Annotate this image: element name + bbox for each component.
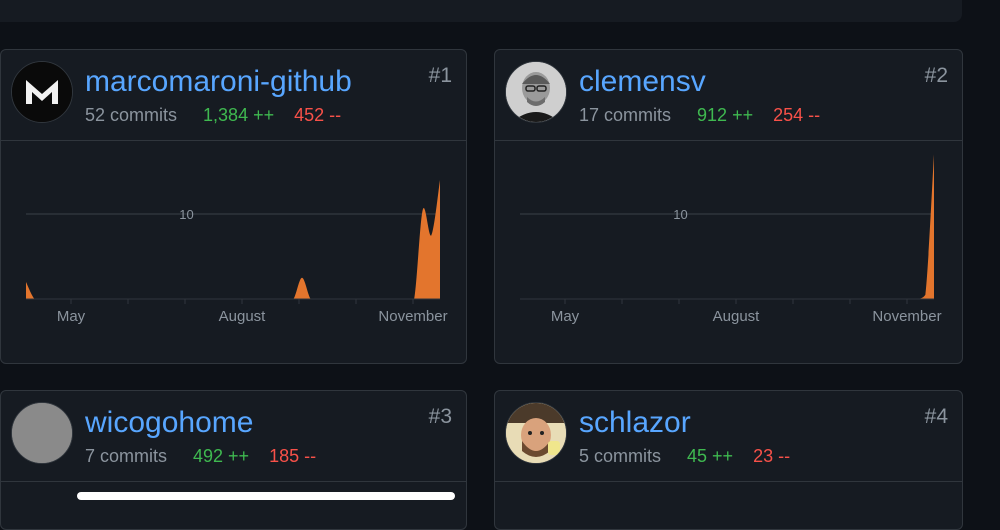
x-tick-label: November (872, 308, 941, 325)
additions-count: 1,384 ++ (203, 105, 275, 125)
username-link[interactable]: marcomaroni-github (85, 65, 352, 98)
avatar[interactable] (11, 61, 73, 123)
x-tick-label: August (219, 308, 267, 325)
person-photo (506, 403, 566, 463)
stats-row: 7 commits 492 ++ 185 -- (85, 446, 316, 467)
top-panel (0, 0, 962, 22)
username-link[interactable]: clemensv (579, 65, 706, 98)
x-tick-label: May (551, 308, 580, 325)
stats-row: 17 commits 912 ++ 254 -- (579, 105, 820, 126)
commit-count[interactable]: 52 commits (85, 105, 178, 125)
contributor-card: wicogohome 7 commits 492 ++ 185 -- #3 (0, 390, 467, 530)
rank-label: #2 (924, 64, 948, 87)
rank-label: #1 (428, 64, 452, 87)
deletions-count: 185 -- (269, 446, 317, 466)
commit-activity-chart (1, 481, 466, 529)
commit-activity-svg: 10 May August November (26, 180, 448, 325)
additions-count: 45 ++ (687, 446, 734, 466)
stats-row: 5 commits 45 ++ 23 -- (579, 446, 790, 467)
contributor-card: schlazor 5 commits 45 ++ 23 -- #4 (494, 390, 963, 530)
commit-activity-chart: 10 May August November (495, 140, 962, 363)
rank-label: #4 (924, 405, 948, 428)
commit-area-series (26, 180, 440, 299)
commit-activity-chart (495, 481, 962, 529)
deletions-count: 452 -- (294, 105, 342, 125)
rank-label: #3 (428, 405, 452, 428)
deletions-count: 23 -- (753, 446, 791, 466)
person-photo (506, 62, 566, 122)
commit-area-series (520, 154, 934, 299)
mm-logo-icon (12, 62, 72, 122)
commit-count[interactable]: 5 commits (579, 446, 662, 466)
x-tick-label: November (378, 308, 447, 325)
contributor-card: marcomaroni-github 52 commits 1,384 ++ 452… (0, 49, 467, 364)
avatar[interactable] (505, 61, 567, 123)
additions-count: 912 ++ (697, 105, 754, 125)
gridline-label: 10 (179, 207, 193, 222)
commit-count[interactable]: 7 commits (85, 446, 168, 466)
x-tick-label: August (713, 308, 761, 325)
placeholder-avatar (12, 403, 72, 463)
commit-count[interactable]: 17 commits (579, 105, 672, 125)
contributor-card: clemensv 17 commits 912 ++ 254 -- #2 10 May… (494, 49, 963, 364)
stats-row: 52 commits 1,384 ++ 452 -- (85, 105, 341, 126)
username-link[interactable]: wicogohome (85, 406, 254, 439)
commit-activity-svg: 10 May August November (520, 154, 942, 325)
avatar[interactable] (505, 402, 567, 464)
avatar[interactable] (11, 402, 73, 464)
commit-activity-chart: 10 May August November (1, 140, 466, 363)
deletions-count: 254 -- (773, 105, 821, 125)
additions-count: 492 ++ (193, 446, 250, 466)
home-indicator[interactable] (77, 492, 455, 500)
x-tick-label: May (57, 308, 86, 325)
username-link[interactable]: schlazor (579, 406, 691, 439)
gridline-label: 10 (673, 207, 687, 222)
